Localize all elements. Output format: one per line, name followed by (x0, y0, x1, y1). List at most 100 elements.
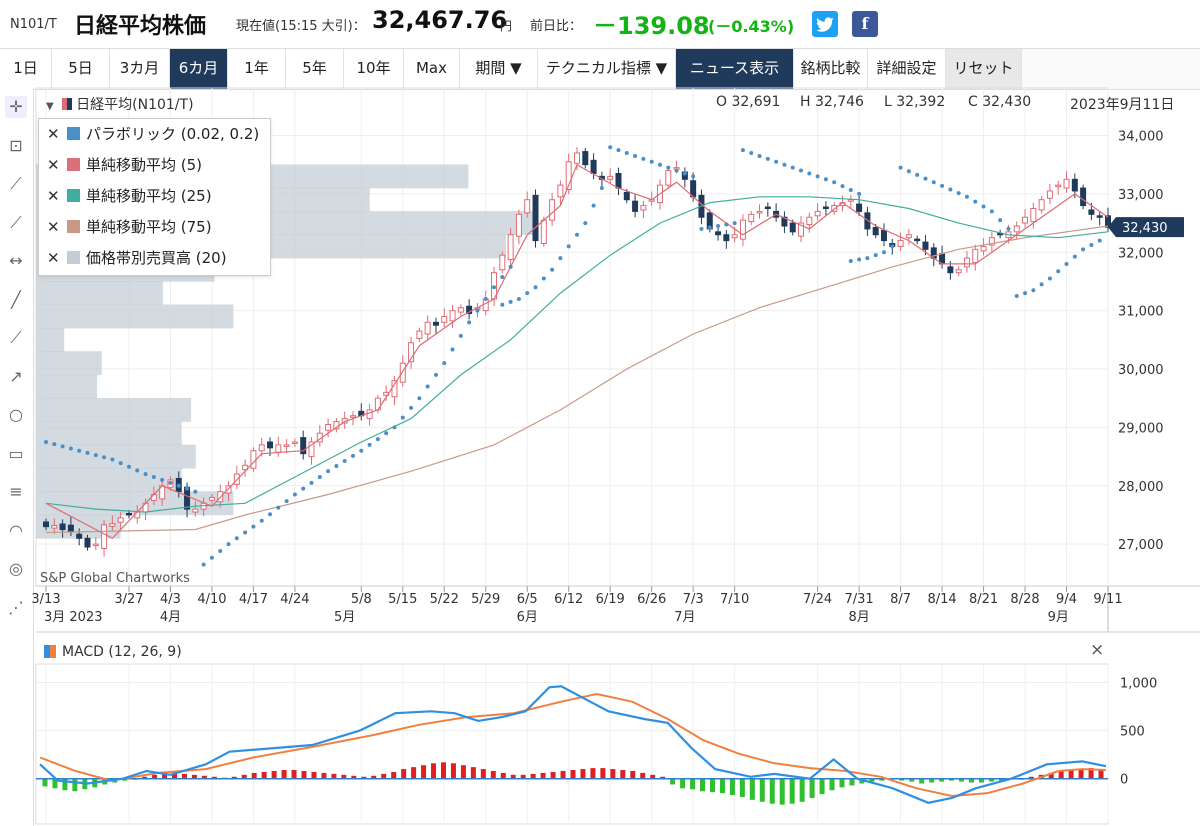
legend-item-4[interactable]: ✕ 価格帯別売買高 (20) (47, 245, 227, 271)
parabolic-sar-dot (790, 165, 795, 170)
x-tick-label: 3/27 (114, 592, 143, 607)
parabolic-sar-dot (326, 469, 331, 474)
macd-close-icon[interactable]: × (1090, 640, 1105, 660)
signal-color-icon (50, 645, 56, 658)
sma-25-line (45, 196, 1109, 513)
arrow-line-icon[interactable]: ↗ (9, 366, 23, 386)
month-label: 8月 (848, 610, 869, 625)
tab-6[interactable]: 10年 (344, 49, 404, 89)
tab-2[interactable]: 3カ月 (110, 49, 170, 89)
gann-fan-icon[interactable]: ⋰ (8, 597, 24, 617)
remove-indicator-icon[interactable]: ✕ (47, 249, 60, 267)
tab-12[interactable]: 詳細設定 (868, 49, 946, 89)
facebook-icon[interactable]: f (852, 11, 878, 37)
candle-up (283, 444, 290, 447)
parabolic-sar-dot (209, 555, 214, 560)
macd-histogram-bar-negative (949, 778, 955, 781)
parabolic-sar-dot (525, 291, 530, 296)
parabolic-sar-dot (674, 168, 679, 173)
candle-up (515, 213, 522, 237)
parabolic-sar-dot (923, 176, 928, 181)
trend-line-icon[interactable]: ╱ (11, 289, 21, 309)
spiral-icon[interactable]: ◎ (9, 559, 23, 578)
parabolic-sar-dot (740, 148, 745, 153)
crosshair-icon[interactable]: ✛ (5, 96, 27, 118)
collapse-triangle-icon[interactable]: ▼ (46, 101, 54, 112)
candle-up (441, 315, 448, 323)
tab-7[interactable]: Max (404, 49, 460, 89)
macd-histogram-bar-positive (381, 773, 387, 779)
volume-by-price-bar (36, 397, 192, 422)
candle-up (1022, 216, 1029, 224)
macd-histogram-bar-positive (211, 776, 217, 779)
tab-0[interactable]: 1日 (0, 49, 52, 89)
candle-up (814, 210, 821, 217)
macd-histogram-bar-negative (729, 778, 735, 796)
rectangle-icon[interactable]: ▭ (8, 443, 24, 463)
candle-down (532, 194, 539, 242)
horizontal-range-icon[interactable]: ↔ (9, 251, 23, 270)
parabolic-sar-dot (516, 296, 521, 301)
legend-item-2[interactable]: ✕ 単純移動平均 (25) (47, 183, 212, 209)
macd-histogram-bar-positive (1088, 768, 1094, 779)
legend-label: 価格帯別売買高 (20) (86, 249, 227, 267)
candle-up (798, 222, 805, 237)
parabolic-sar-dot (840, 184, 845, 189)
candle-down (125, 512, 132, 516)
fib-lines-icon[interactable]: ≡ (9, 482, 23, 501)
macd-histogram-bar-positive (560, 770, 566, 779)
line-icon[interactable]: ⟋ (10, 174, 22, 193)
twitter-icon[interactable] (812, 11, 838, 37)
candle-up (980, 245, 987, 252)
tab-5[interactable]: 5年 (286, 49, 344, 89)
parabolic-sar-dot (890, 244, 895, 249)
tab-8[interactable]: 期間 ▼ (460, 49, 538, 89)
tab-4[interactable]: 1年 (228, 49, 286, 89)
macd-histogram-bar-positive (1028, 776, 1034, 779)
parabolic-sar-dot (44, 439, 48, 444)
candle-down (864, 212, 871, 230)
parabolic-sar-dot (757, 153, 762, 158)
candle-up (955, 269, 962, 274)
tab-10[interactable]: ニュース表示 (676, 49, 794, 89)
legend-item-3[interactable]: ✕ 単純移動平均 (75) (47, 214, 212, 240)
polyline-icon[interactable]: ⟋ (10, 328, 22, 347)
instrument-name: 日経平均株価 (74, 14, 207, 39)
parabolic-sar-dot (940, 183, 945, 188)
series-color-up-icon (62, 98, 68, 110)
x-tick-label: 6/5 (517, 592, 538, 607)
macd-histogram-bar-negative (122, 778, 128, 781)
legend-item-0[interactable]: ✕ パラボリック (0.02, 0.2) (47, 121, 259, 147)
candle-up (117, 517, 124, 523)
text-icon[interactable]: ⊡ (9, 135, 23, 155)
remove-indicator-icon[interactable]: ✕ (47, 156, 60, 174)
parabolic-sar-dot (309, 480, 314, 485)
candle-up (308, 441, 315, 458)
arc-icon[interactable]: ◠ (9, 520, 23, 540)
x-tick-label: 5/15 (388, 592, 417, 607)
circle-icon[interactable]: ○ (9, 405, 23, 424)
candle-up (972, 248, 979, 263)
remove-indicator-icon[interactable]: ✕ (47, 187, 60, 205)
parabolic-sar-dot (782, 162, 787, 167)
legend-item-1[interactable]: ✕ 単純移動平均 (5) (47, 152, 202, 178)
tab-11[interactable]: 銘柄比較 (794, 49, 868, 89)
remove-indicator-icon[interactable]: ✕ (47, 218, 60, 236)
candle-up (250, 450, 257, 469)
candle-down (947, 266, 954, 274)
candle-down (43, 521, 49, 528)
month-label: 3月 2023 (44, 610, 103, 625)
macd-histogram-bar-negative (939, 778, 945, 782)
tab-9[interactable]: テクニカル指標 ▼ (538, 49, 676, 89)
price-change-percent: (－0.43%) (708, 17, 795, 36)
tab-13[interactable]: リセット (946, 49, 1022, 89)
percent-line-icon[interactable]: ⟋ (10, 212, 22, 232)
remove-indicator-icon[interactable]: ✕ (47, 125, 60, 143)
tab-3[interactable]: 6カ月 (170, 49, 228, 89)
macd-histogram-bar-positive (630, 770, 636, 779)
parabolic-sar-dot (384, 431, 389, 436)
tab-1[interactable]: 5日 (52, 49, 110, 89)
parabolic-sar-dot (433, 372, 438, 377)
candle-down (582, 151, 589, 166)
parabolic-sar-dot (566, 244, 571, 249)
